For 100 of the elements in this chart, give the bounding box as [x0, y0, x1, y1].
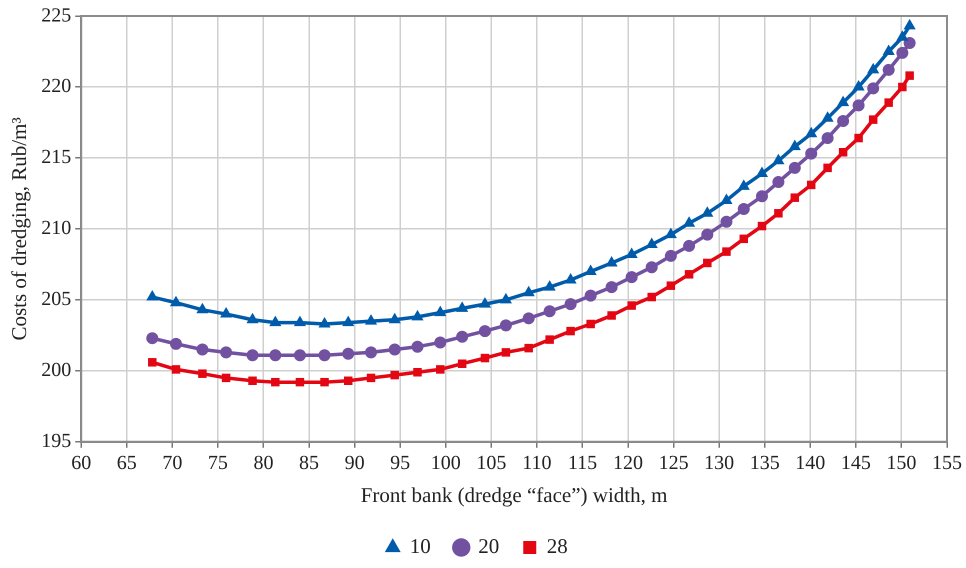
point: [294, 349, 306, 362]
point: [904, 36, 916, 49]
point: [664, 250, 677, 262]
point: [342, 316, 354, 326]
x-axis-title: Front bank (dredge “face”) width, m: [360, 482, 668, 507]
legend-label: 20: [478, 534, 500, 558]
point: [365, 346, 378, 358]
point: [500, 319, 512, 332]
point: [722, 247, 731, 256]
y-tick-label: 205: [41, 288, 72, 310]
point: [684, 270, 694, 279]
point: [823, 164, 832, 172]
point: [480, 354, 490, 362]
point: [904, 18, 916, 30]
point: [788, 162, 801, 174]
point: [772, 154, 784, 164]
x-tick-label: 80: [253, 452, 274, 474]
point: [434, 336, 446, 348]
point: [544, 280, 556, 291]
point: [170, 296, 182, 306]
point: [758, 222, 766, 230]
point: [220, 346, 232, 358]
point: [837, 115, 850, 128]
point: [522, 286, 535, 296]
x-tick-label: 105: [476, 452, 506, 474]
point: [344, 376, 352, 386]
point: [502, 348, 510, 357]
x-tick-label: 125: [658, 452, 689, 474]
point: [294, 316, 306, 326]
point: [756, 190, 768, 202]
x-tick-label: 155: [932, 452, 962, 474]
point: [364, 314, 378, 325]
legend-label: 28: [546, 534, 568, 558]
x-tick-label: 115: [568, 452, 598, 474]
point: [269, 349, 282, 362]
point: [436, 365, 445, 374]
point: [248, 376, 257, 386]
point: [838, 148, 848, 156]
x-tick-label: 95: [390, 452, 410, 474]
point: [646, 238, 658, 248]
point: [269, 316, 282, 326]
point: [411, 340, 424, 353]
point: [566, 326, 575, 336]
x-tick-label: 90: [344, 452, 365, 474]
point: [586, 320, 595, 328]
point: [388, 312, 401, 324]
point: [222, 374, 230, 382]
x-tick-label: 100: [430, 452, 461, 474]
point: [524, 344, 533, 352]
point: [772, 176, 784, 188]
point: [196, 344, 208, 356]
point: [296, 378, 304, 386]
point: [220, 307, 232, 318]
point: [805, 148, 818, 160]
point: [882, 44, 895, 55]
point: [806, 180, 816, 190]
x-tick-label: 70: [162, 452, 182, 474]
point: [146, 290, 158, 301]
point: [246, 312, 259, 324]
point: [852, 80, 865, 90]
point: [318, 349, 331, 362]
y-tick-label: 215: [41, 146, 72, 168]
point: [545, 335, 554, 344]
point: [478, 297, 491, 308]
point: [854, 134, 863, 142]
point: [884, 98, 893, 107]
point: [882, 64, 895, 76]
x-tick-label: 60: [71, 452, 92, 474]
point: [666, 281, 676, 290]
point: [774, 209, 783, 218]
x-tick-label: 120: [613, 452, 644, 474]
point: [388, 344, 401, 356]
point: [390, 370, 399, 380]
point: [522, 312, 535, 324]
point: [703, 258, 712, 268]
point: [196, 302, 208, 314]
y-tick-label: 195: [41, 430, 72, 452]
point: [868, 115, 878, 124]
y-tick-label: 200: [41, 359, 72, 382]
point: [683, 216, 696, 227]
point: [683, 240, 696, 252]
y-tick-label: 220: [41, 75, 72, 98]
point: [456, 301, 468, 312]
point: [788, 140, 801, 150]
point: [822, 111, 834, 122]
point: [500, 292, 512, 304]
point: [646, 261, 658, 274]
point: [170, 338, 182, 350]
y-tick-label: 210: [41, 217, 72, 240]
legend-label: 10: [410, 534, 431, 558]
point: [246, 349, 259, 362]
point: [738, 203, 750, 216]
point: [271, 378, 280, 386]
point: [898, 82, 907, 92]
point: [366, 374, 376, 382]
point: [478, 325, 491, 338]
point: [606, 281, 618, 294]
point: [867, 62, 880, 74]
point: [148, 358, 157, 367]
point: [852, 99, 865, 112]
